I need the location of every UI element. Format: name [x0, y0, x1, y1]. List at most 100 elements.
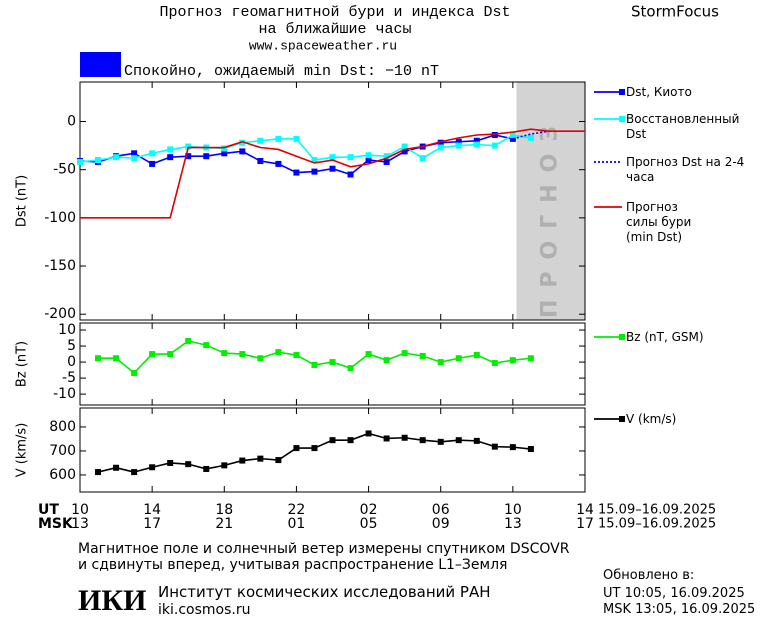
data-point: [77, 158, 83, 165]
y-tick-label: -200: [44, 306, 76, 322]
y-tick-label: 600: [49, 467, 76, 483]
data-point: [437, 144, 444, 151]
data-point: [167, 351, 174, 358]
data-point: [185, 143, 192, 150]
data-point: [329, 437, 336, 444]
data-point: [347, 365, 354, 372]
data-point: [473, 437, 480, 444]
data-point: [491, 443, 498, 450]
x-tick-label: 02: [360, 502, 378, 518]
data-point: [275, 160, 282, 167]
data-point: [491, 131, 498, 138]
note: Магнитное поле и солнечный ветер измерен…: [78, 541, 570, 557]
data-point: [131, 469, 138, 476]
data-point: [131, 155, 138, 162]
data-point: [365, 430, 372, 437]
x-tick-label: 18: [215, 502, 233, 518]
data-point: [311, 168, 318, 175]
data-point: [275, 349, 282, 356]
data-point: [185, 153, 192, 160]
data-point: [149, 351, 156, 358]
y-tick-label: 5: [67, 338, 76, 354]
legend-label: Dst, Киото: [626, 85, 692, 99]
data-point: [329, 154, 336, 161]
data-point: [221, 145, 228, 152]
x-tick-label-msk: 13: [71, 516, 89, 532]
y-tick-label: 0: [67, 114, 76, 130]
y-tick-label: 10: [58, 322, 76, 338]
data-point: [113, 154, 120, 161]
data-point: [203, 153, 210, 160]
updated-ut: UT 10:05, 16.09.2025: [603, 586, 745, 601]
data-point: [239, 457, 246, 464]
data-point: [293, 169, 300, 176]
data-point: [275, 135, 282, 142]
x-date: 15.09–16.09.2025: [598, 517, 716, 532]
data-point: [419, 155, 426, 162]
x-axis-label: UT: [38, 502, 59, 518]
title: Прогноз геомагнитной бури и индекса Dst: [159, 4, 510, 21]
data-point: [113, 355, 120, 362]
data-point: [167, 154, 174, 161]
x-tick-label-msk: 21: [215, 516, 233, 532]
data-point: [131, 369, 138, 376]
series-line: [80, 128, 585, 219]
data-point: [365, 157, 372, 164]
subtitle: на ближайшие часы: [258, 21, 411, 38]
updated: Обновлено в:: [603, 568, 695, 583]
x-tick-label: 22: [288, 502, 306, 518]
series-line: [98, 340, 531, 375]
x-tick-label-msk: 17: [576, 516, 594, 532]
data-point: [221, 462, 228, 469]
data-point: [275, 457, 282, 464]
data-point: [149, 160, 156, 167]
forecast-region: [516, 82, 585, 320]
x-date: 15.09–16.09.2025: [598, 503, 716, 518]
data-point: [455, 437, 462, 444]
y-tick-label: -150: [44, 258, 76, 274]
x-tick-label: 10: [71, 502, 89, 518]
data-point: [95, 355, 102, 362]
data-point: [383, 158, 390, 165]
data-point: [95, 469, 102, 476]
status-box: [80, 52, 121, 77]
data-point: [509, 357, 516, 364]
x-tick-label: 14: [143, 502, 161, 518]
data-point: [311, 157, 318, 164]
logo: ИКИ: [78, 584, 147, 617]
forecast-label: ПРОГНОЗ: [538, 114, 563, 318]
data-point: [383, 153, 390, 160]
data-point: [293, 135, 300, 142]
series-line: [79, 134, 532, 163]
data-point: [185, 461, 192, 468]
x-tick-label-msk: 05: [360, 516, 378, 532]
y-tick-label: -50: [53, 162, 76, 178]
plot-frame: [79, 322, 586, 406]
url: www.spaceweather.ru: [249, 38, 397, 53]
y-axis-label: Dst (nT): [15, 175, 30, 227]
data-point: [491, 360, 498, 367]
y-tick-label: 800: [49, 419, 76, 435]
data-point: [221, 150, 228, 157]
data-point: [347, 437, 354, 444]
data-point: [455, 142, 462, 149]
data-point: [419, 437, 426, 444]
data-point: [329, 359, 336, 366]
x-axis-label: MSK: [38, 516, 74, 532]
data-point: [257, 158, 264, 165]
data-point: [527, 446, 534, 453]
data-point: [347, 171, 354, 178]
data-point: [383, 435, 390, 442]
data-point: [365, 152, 372, 159]
x-tick-label: 10: [504, 502, 522, 518]
status-text: Спокойно, ожидаемый min Dst: −10 nT: [124, 63, 439, 80]
legend-label: V (km/s): [626, 412, 677, 426]
site: iki.cosmos.ru: [158, 602, 251, 618]
data-point: [149, 464, 156, 471]
legend-label: Восстановленный Dst: [626, 112, 740, 141]
data-point: [239, 139, 246, 146]
x-tick-label-msk: 01: [288, 516, 306, 532]
data-point: [401, 148, 408, 155]
